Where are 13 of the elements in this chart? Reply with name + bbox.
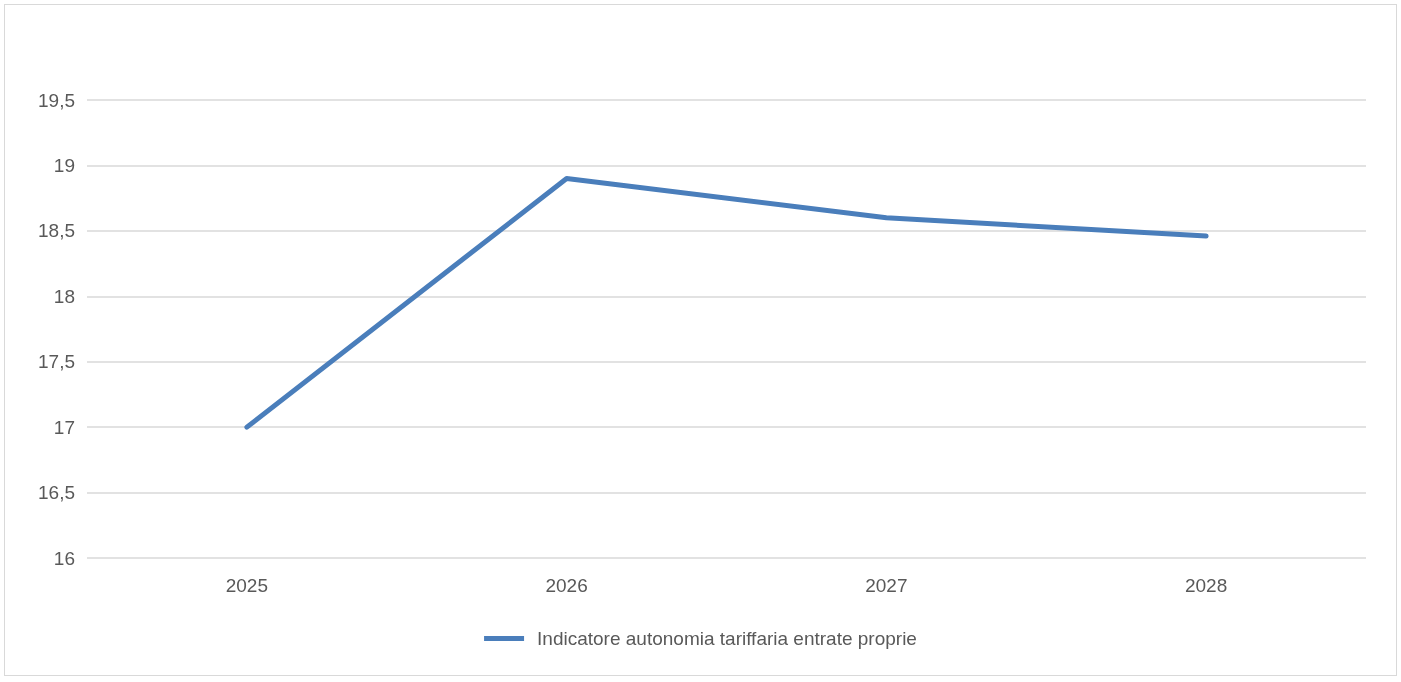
x-tick-label: 2026 [545, 575, 588, 596]
y-tick-label: 17 [53, 416, 75, 438]
y-tick-label: 18,5 [38, 220, 75, 242]
x-tick-label: 2025 [225, 575, 269, 596]
y-tick-label: 16,5 [38, 482, 75, 504]
y-tick-label: 19 [53, 154, 75, 176]
y-tick-label: 18 [53, 285, 75, 307]
y-tick-label: 16 [53, 547, 75, 569]
x-tick-label: 2028 [1184, 575, 1228, 596]
legend-label: Indicatore autonomia tariffaria entrate proprie [537, 628, 917, 649]
x-tick-label: 2027 [865, 575, 908, 596]
y-tick-label: 19,5 [38, 89, 75, 111]
y-tick-label: 17,5 [38, 351, 75, 373]
